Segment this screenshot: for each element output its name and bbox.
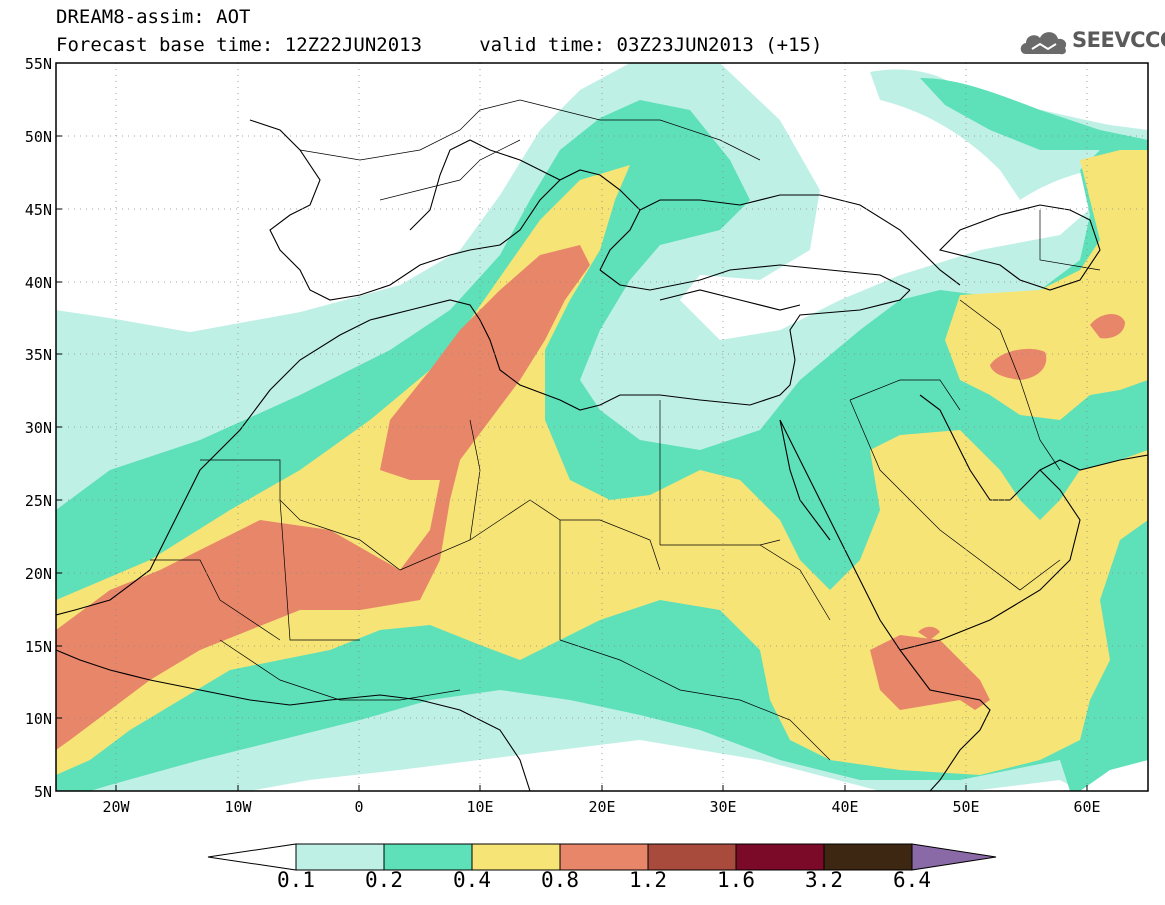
aot-clear-areas [56, 63, 1148, 791]
country-borders [150, 99, 1101, 761]
lon-label-10w: 10W [224, 798, 252, 816]
colorbar-label-6.4: 6.4 [893, 868, 931, 892]
aot-field-08-12 [56, 245, 1125, 750]
lat-label-50n: 50N [24, 128, 52, 146]
lon-label-20w: 20W [102, 798, 130, 816]
lat-label-35n: 35N [24, 346, 52, 364]
colorbar-label-1.6: 1.6 [717, 868, 755, 892]
logo-text: SEEVCCC [1072, 28, 1165, 52]
lat-label-15n: 15N [24, 638, 52, 656]
grid-lines [56, 63, 1148, 791]
colorbar-label-0.8: 0.8 [541, 868, 579, 892]
title-line-1: DREAM8-assim: AOT [56, 6, 251, 28]
lon-label-50e: 50E [952, 798, 980, 816]
colorbar-label-1.2: 1.2 [629, 868, 667, 892]
title-line-2: Forecast base time: 12Z22JUN2013 valid t… [56, 34, 823, 56]
lon-label-30e: 30E [709, 798, 737, 816]
lat-label-45n: 45N [24, 201, 52, 219]
lat-label-20n: 20N [24, 565, 52, 583]
lon-label-20e: 20E [588, 798, 616, 816]
lat-label-10n: 10N [24, 710, 52, 728]
colorbar-label-0.1: 0.1 [277, 868, 315, 892]
lat-label-30n: 30N [24, 419, 52, 437]
lon-label-10e: 10E [466, 798, 494, 816]
aot-field-04-08 [56, 150, 1148, 775]
colorbar-label-0.4: 0.4 [453, 868, 491, 892]
axis-ticks [56, 62, 1088, 792]
lon-label-40e: 40E [831, 798, 859, 816]
lon-label-0: 0 [354, 798, 364, 816]
lat-label-40n: 40N [24, 274, 52, 292]
lat-label-5n: 5N [33, 783, 52, 801]
cloud-icon [1020, 32, 1067, 55]
coastlines [56, 119, 1148, 791]
lon-label-60e: 60E [1073, 798, 1101, 816]
colorbar-label-0.2: 0.2 [365, 868, 403, 892]
lat-label-55n: 55N [24, 55, 52, 73]
lat-label-25n: 25N [24, 492, 52, 510]
colorbar-label-3.2: 3.2 [805, 868, 843, 892]
